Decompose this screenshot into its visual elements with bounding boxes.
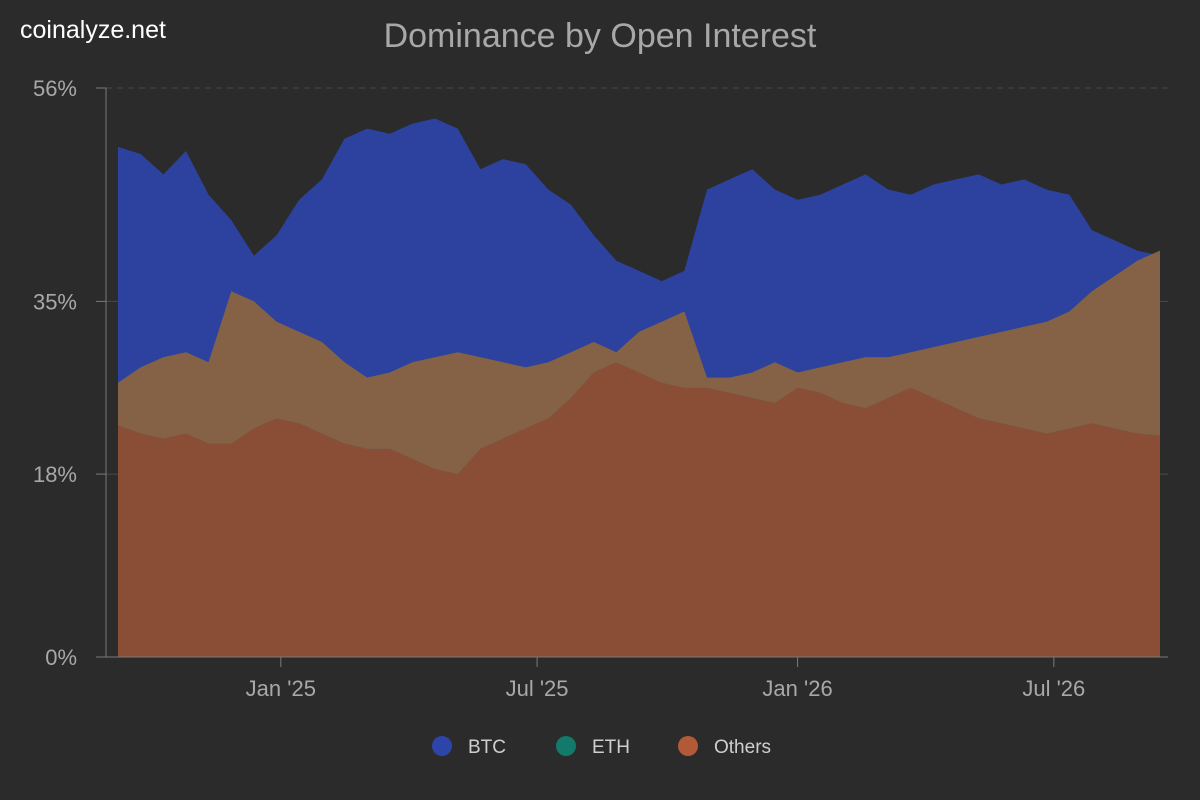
legend-label: ETH — [592, 737, 630, 758]
x-tick-label: Jan '26 — [762, 676, 832, 701]
legend-label: BTC — [468, 737, 506, 758]
x-tick-label: Jul '26 — [1022, 676, 1085, 701]
legend-swatch — [556, 736, 576, 756]
legend-item-btc[interactable]: BTC — [432, 736, 506, 758]
legend[interactable]: BTC ETH Others — [432, 736, 771, 758]
x-tick-label: Jul '25 — [506, 676, 569, 701]
legend-label: Others — [714, 737, 771, 758]
tick-labels: 0% 18% 35% 56% Jan '25 Jul '25 Jan '26 Jul '26 — [33, 76, 1085, 701]
legend-item-others[interactable]: Others — [678, 736, 771, 758]
legend-item-eth[interactable]: ETH — [556, 736, 630, 758]
y-tick-label: 56% — [33, 76, 77, 101]
plot-areas — [118, 118, 1160, 657]
y-tick-label: 0% — [45, 645, 77, 670]
area-others[interactable] — [118, 362, 1160, 657]
legend-swatch — [678, 736, 698, 756]
y-tick-label: 35% — [33, 289, 77, 314]
site-label[interactable]: coinalyze.net — [20, 16, 166, 44]
legend-swatch — [432, 736, 452, 756]
x-tick-label: Jan '25 — [246, 676, 316, 701]
axes — [96, 87, 1168, 667]
y-tick-label: 18% — [33, 462, 77, 487]
area-others-band — [118, 250, 1160, 475]
chart-title: Dominance by Open Interest — [384, 17, 817, 55]
